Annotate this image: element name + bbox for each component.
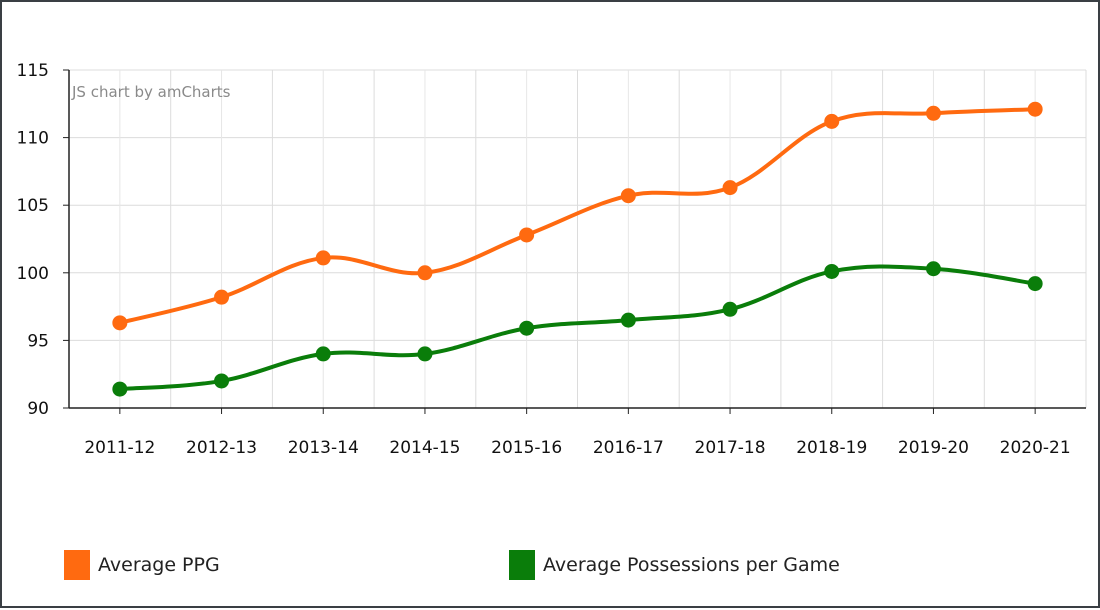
x-tick-label: 2020-21 (1000, 438, 1071, 458)
data-point[interactable] (925, 105, 941, 121)
series-line (117, 264, 1038, 392)
x-tick-label: 2014-15 (389, 438, 460, 458)
data-point[interactable] (519, 320, 535, 336)
data-point[interactable] (315, 250, 331, 266)
data-point[interactable] (925, 261, 941, 277)
data-point[interactable] (722, 301, 738, 317)
axes (68, 70, 1086, 409)
series-0 (112, 101, 1043, 331)
x-tick-label: 2011-12 (84, 438, 155, 458)
legend-swatch-average-ppg (64, 550, 90, 580)
data-point[interactable] (824, 113, 840, 129)
data-point[interactable] (620, 312, 636, 328)
legend-swatch-average-possessions (509, 550, 535, 580)
series (112, 101, 1043, 397)
y-tick-label: 100 (17, 264, 49, 284)
data-point[interactable] (519, 227, 535, 243)
x-tick-label: 2019-20 (898, 438, 969, 458)
y-tick-label: 110 (17, 129, 49, 149)
x-tick-label: 2015-16 (491, 438, 562, 458)
y-tick-label: 95 (27, 331, 49, 351)
data-point[interactable] (620, 188, 636, 204)
data-point[interactable] (722, 180, 738, 196)
series-line (117, 107, 1038, 325)
data-point[interactable] (417, 346, 433, 362)
data-point[interactable] (214, 373, 230, 389)
y-tick-label: 115 (17, 61, 49, 81)
legend-label-average-possessions: Average Possessions per Game (543, 554, 840, 576)
y-axis-ticks: 90 95 100 105 110 115 (17, 61, 69, 419)
data-point[interactable] (1027, 101, 1043, 117)
data-point[interactable] (1027, 276, 1043, 292)
data-point[interactable] (214, 289, 230, 305)
x-tick-label: 2012-13 (186, 438, 257, 458)
data-point[interactable] (112, 315, 128, 331)
x-tick-label: 2017-18 (695, 438, 766, 458)
data-point[interactable] (417, 265, 433, 281)
legend-item-average-ppg[interactable]: Average PPG (64, 550, 220, 580)
series-1 (112, 261, 1043, 397)
x-tick-label: 2018-19 (796, 438, 867, 458)
chart-credit[interactable]: JS chart by amCharts (71, 83, 231, 101)
y-tick-label: 90 (27, 399, 49, 419)
x-tick-label: 2016-17 (593, 438, 664, 458)
y-tick-label: 105 (17, 196, 49, 216)
data-point[interactable] (315, 346, 331, 362)
data-point[interactable] (112, 381, 128, 397)
data-point[interactable] (824, 263, 840, 279)
legend-label-average-ppg: Average PPG (98, 554, 220, 576)
legend-item-average-possessions[interactable]: Average Possessions per Game (509, 550, 840, 580)
x-axis-ticks: 2011-12 2012-13 2013-14 2014-15 2015-16 2016-… (84, 408, 1071, 458)
x-tick-label: 2013-14 (288, 438, 359, 458)
